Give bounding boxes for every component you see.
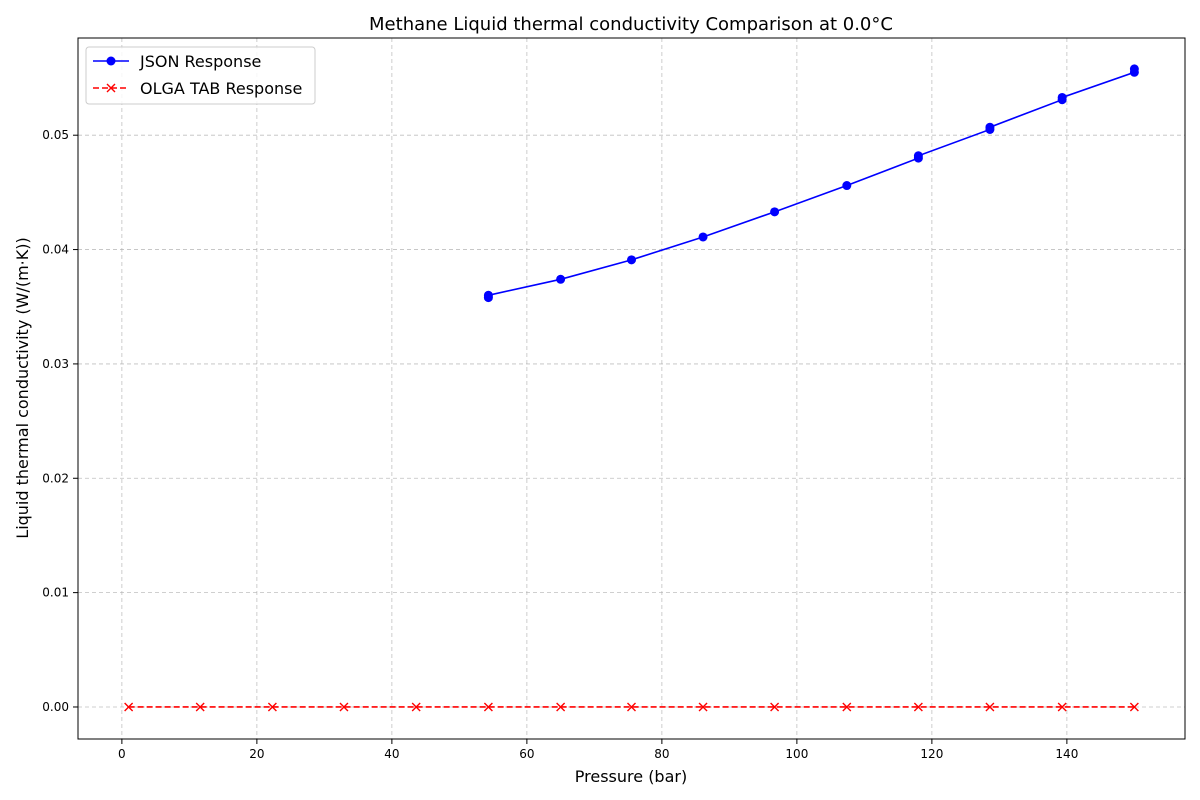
legend-marker-olga (106, 83, 116, 93)
x-tick-label: 120 (920, 747, 943, 761)
plot-frame (77, 37, 1186, 740)
data-point-1 (556, 702, 566, 712)
x-tick-label: 60 (519, 747, 534, 761)
data-point-0 (913, 151, 923, 161)
data-point-0 (842, 181, 852, 191)
legend-box (85, 46, 316, 105)
y-tick-label: 0.00 (42, 700, 69, 714)
y-tick-label: 0.01 (42, 586, 69, 600)
data-point-0 (483, 290, 493, 300)
data-point-1 (195, 702, 205, 712)
x-tick-label: 20 (249, 747, 264, 761)
legend-marker-json (106, 56, 116, 66)
data-point-1 (842, 702, 852, 712)
series-line-0 (487, 68, 1136, 298)
data-point-1 (698, 702, 708, 712)
x-tick-label: 40 (384, 747, 399, 761)
data-point-1 (124, 702, 134, 712)
legend-label-json: JSON Response (139, 52, 261, 71)
data-point-1 (913, 702, 923, 712)
data-point-0 (985, 122, 995, 132)
data-point-1 (483, 702, 493, 712)
data-point-0 (1129, 64, 1139, 74)
x-axis-label: Pressure (bar) (575, 767, 687, 786)
y-tick-label: 0.04 (42, 243, 69, 257)
data-point-0 (1057, 92, 1067, 102)
x-axis-ticks: 0 20 40 60 80 100 120 140 (118, 739, 1078, 761)
y-tick-label: 0.03 (42, 357, 69, 371)
y-axis-label: Liquid thermal conductivity (W/(m·K)) (13, 237, 32, 538)
data-point-1 (1129, 702, 1139, 712)
data-point-1 (770, 702, 780, 712)
x-tick-label: 80 (654, 747, 669, 761)
x-tick-label: 140 (1055, 747, 1078, 761)
data-point-1 (411, 702, 421, 712)
x-tick-label: 100 (785, 747, 808, 761)
legend-label-olga: OLGA TAB Response (140, 79, 302, 98)
data-point-1 (627, 702, 636, 712)
legend-entry-json: JSON Response (93, 52, 261, 71)
series-layer (124, 64, 1139, 712)
chart-title: Methane Liquid thermal conductivity Comp… (369, 14, 893, 35)
data-point-1 (339, 702, 349, 712)
data-point-0 (770, 207, 780, 217)
data-point-0 (556, 274, 566, 284)
legend: JSON Response OLGA TAB Response (85, 46, 316, 105)
data-point-1 (1057, 702, 1067, 712)
legend-entry-olga: OLGA TAB Response (93, 79, 302, 98)
y-axis-ticks: 0.00 0.01 0.02 0.03 0.04 0.05 (42, 128, 78, 714)
data-point-0 (698, 232, 708, 242)
data-point-1 (267, 702, 277, 712)
x-tick-label: 0 (118, 747, 126, 761)
y-tick-label: 0.02 (42, 471, 69, 485)
y-tick-label: 0.05 (42, 128, 69, 142)
data-point-1 (985, 702, 995, 712)
data-point-0 (627, 255, 636, 265)
grid (78, 38, 1185, 739)
